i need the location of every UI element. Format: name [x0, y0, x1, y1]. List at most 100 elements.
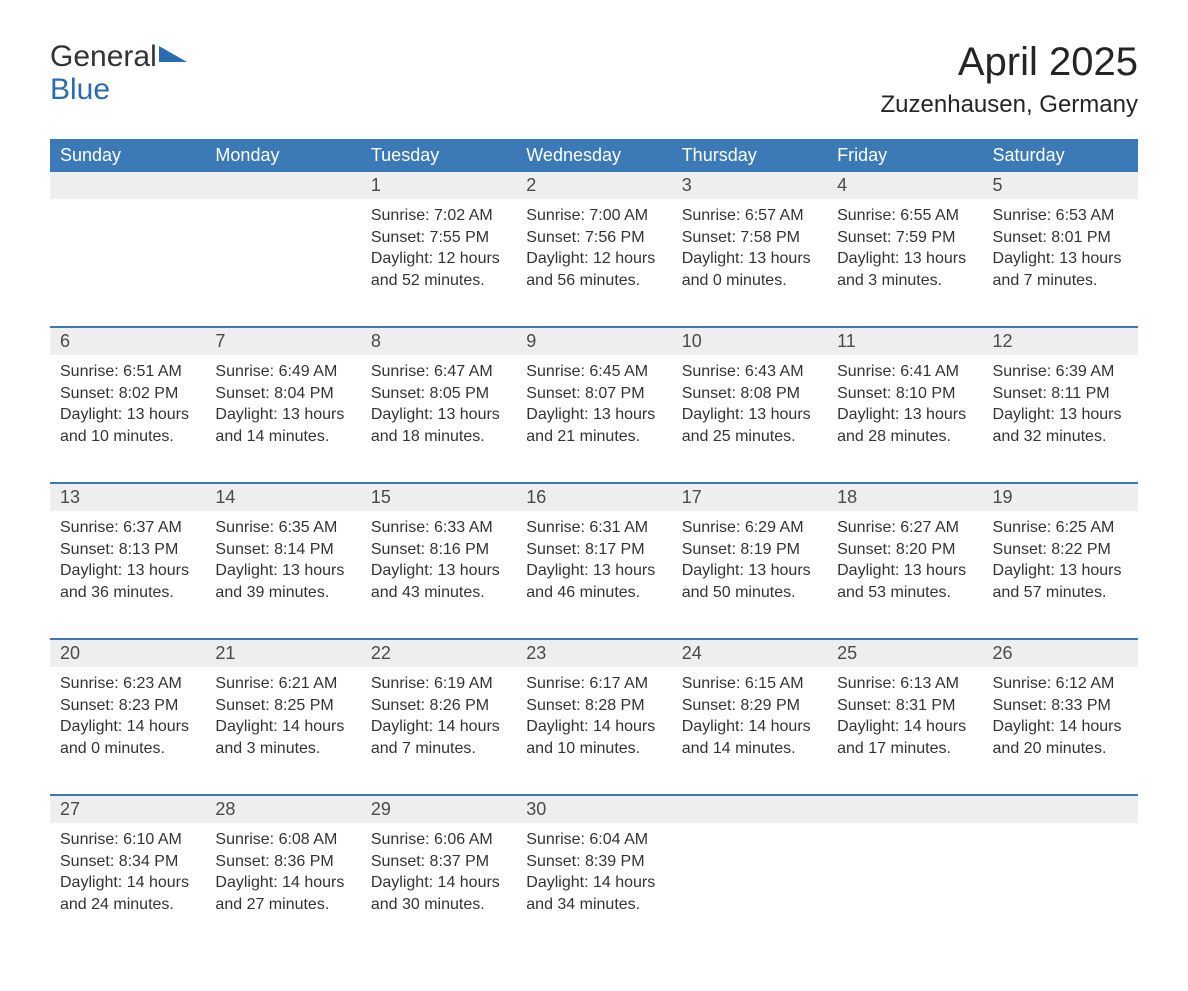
sunrise-line: Sunrise: 6:33 AM: [371, 517, 506, 539]
sunrise-line: Sunrise: 6:55 AM: [837, 205, 972, 227]
day-number-cell: 17: [672, 483, 827, 511]
daylight-line: Daylight: 13 hours and 10 minutes.: [60, 404, 195, 447]
day-body-cell: Sunrise: 6:49 AMSunset: 8:04 PMDaylight:…: [205, 355, 360, 483]
day-details: Sunrise: 7:02 AMSunset: 7:55 PMDaylight:…: [361, 199, 516, 305]
sunset-line: Sunset: 8:31 PM: [837, 695, 972, 717]
day-body-cell: Sunrise: 6:39 AMSunset: 8:11 PMDaylight:…: [983, 355, 1138, 483]
sunset-line: Sunset: 8:37 PM: [371, 851, 506, 873]
day-number-cell: 5: [983, 172, 1138, 199]
sunrise-line: Sunrise: 7:02 AM: [371, 205, 506, 227]
sunset-line: Sunset: 8:05 PM: [371, 383, 506, 405]
day-body-cell: Sunrise: 6:13 AMSunset: 8:31 PMDaylight:…: [827, 667, 982, 795]
day-number-cell: 22: [361, 639, 516, 667]
day-number-cell: 24: [672, 639, 827, 667]
day-body-cell: Sunrise: 6:25 AMSunset: 8:22 PMDaylight:…: [983, 511, 1138, 639]
day-body-cell: [827, 823, 982, 951]
day-details: Sunrise: 6:55 AMSunset: 7:59 PMDaylight:…: [827, 199, 982, 305]
day-details: Sunrise: 6:35 AMSunset: 8:14 PMDaylight:…: [205, 511, 360, 617]
day-number-cell: 27: [50, 795, 205, 823]
day-number-cell: 6: [50, 327, 205, 355]
sunrise-line: Sunrise: 6:13 AM: [837, 673, 972, 695]
sunset-line: Sunset: 7:59 PM: [837, 227, 972, 249]
sunset-line: Sunset: 7:56 PM: [526, 227, 661, 249]
day-details: Sunrise: 6:06 AMSunset: 8:37 PMDaylight:…: [361, 823, 516, 929]
sunset-line: Sunset: 8:04 PM: [215, 383, 350, 405]
daylight-line: Daylight: 13 hours and 57 minutes.: [993, 560, 1128, 603]
day-body-row: Sunrise: 7:02 AMSunset: 7:55 PMDaylight:…: [50, 199, 1138, 327]
sunset-line: Sunset: 8:08 PM: [682, 383, 817, 405]
sunrise-line: Sunrise: 6:35 AM: [215, 517, 350, 539]
sunset-line: Sunset: 8:02 PM: [60, 383, 195, 405]
day-details: Sunrise: 6:51 AMSunset: 8:02 PMDaylight:…: [50, 355, 205, 461]
sunset-line: Sunset: 8:34 PM: [60, 851, 195, 873]
day-details: Sunrise: 6:31 AMSunset: 8:17 PMDaylight:…: [516, 511, 671, 617]
day-details: Sunrise: 6:41 AMSunset: 8:10 PMDaylight:…: [827, 355, 982, 461]
day-details: Sunrise: 6:21 AMSunset: 8:25 PMDaylight:…: [205, 667, 360, 773]
sunrise-line: Sunrise: 6:47 AM: [371, 361, 506, 383]
month-title: April 2025: [881, 40, 1138, 85]
day-number-cell: [983, 795, 1138, 823]
sunrise-line: Sunrise: 6:12 AM: [993, 673, 1128, 695]
day-details: Sunrise: 6:39 AMSunset: 8:11 PMDaylight:…: [983, 355, 1138, 461]
day-number-cell: [827, 795, 982, 823]
sunset-line: Sunset: 8:16 PM: [371, 539, 506, 561]
day-number-row: 27282930: [50, 795, 1138, 823]
day-body-cell: Sunrise: 6:04 AMSunset: 8:39 PMDaylight:…: [516, 823, 671, 951]
day-number-row: 6789101112: [50, 327, 1138, 355]
day-number-row: 13141516171819: [50, 483, 1138, 511]
sunset-line: Sunset: 8:10 PM: [837, 383, 972, 405]
day-body-cell: Sunrise: 6:35 AMSunset: 8:14 PMDaylight:…: [205, 511, 360, 639]
day-header: Tuesday: [361, 139, 516, 172]
day-body-cell: Sunrise: 7:02 AMSunset: 7:55 PMDaylight:…: [361, 199, 516, 327]
day-details: Sunrise: 6:08 AMSunset: 8:36 PMDaylight:…: [205, 823, 360, 929]
day-details: Sunrise: 6:15 AMSunset: 8:29 PMDaylight:…: [672, 667, 827, 773]
logo: General Blue: [50, 40, 187, 106]
daylight-line: Daylight: 13 hours and 7 minutes.: [993, 248, 1128, 291]
daylight-line: Daylight: 12 hours and 56 minutes.: [526, 248, 661, 291]
sunrise-line: Sunrise: 6:27 AM: [837, 517, 972, 539]
daylight-line: Daylight: 13 hours and 50 minutes.: [682, 560, 817, 603]
day-body-cell: Sunrise: 6:06 AMSunset: 8:37 PMDaylight:…: [361, 823, 516, 951]
sunrise-line: Sunrise: 6:41 AM: [837, 361, 972, 383]
page-header: General Blue April 2025 Zuzenhausen, Ger…: [50, 40, 1138, 119]
day-number-cell: 4: [827, 172, 982, 199]
daylight-line: Daylight: 13 hours and 14 minutes.: [215, 404, 350, 447]
day-number-cell: 10: [672, 327, 827, 355]
sunset-line: Sunset: 8:11 PM: [993, 383, 1128, 405]
day-number-row: 12345: [50, 172, 1138, 199]
day-number-cell: 14: [205, 483, 360, 511]
day-body-row: Sunrise: 6:37 AMSunset: 8:13 PMDaylight:…: [50, 511, 1138, 639]
day-number-cell: [205, 172, 360, 199]
sunset-line: Sunset: 8:20 PM: [837, 539, 972, 561]
day-details: Sunrise: 6:19 AMSunset: 8:26 PMDaylight:…: [361, 667, 516, 773]
daylight-line: Daylight: 13 hours and 18 minutes.: [371, 404, 506, 447]
sunrise-line: Sunrise: 6:17 AM: [526, 673, 661, 695]
day-number-cell: 29: [361, 795, 516, 823]
sunset-line: Sunset: 8:01 PM: [993, 227, 1128, 249]
calendar-table: Sunday Monday Tuesday Wednesday Thursday…: [50, 139, 1138, 951]
day-body-cell: Sunrise: 6:29 AMSunset: 8:19 PMDaylight:…: [672, 511, 827, 639]
sunrise-line: Sunrise: 6:08 AM: [215, 829, 350, 851]
day-body-cell: Sunrise: 7:00 AMSunset: 7:56 PMDaylight:…: [516, 199, 671, 327]
day-body-cell: [983, 823, 1138, 951]
day-number-cell: [50, 172, 205, 199]
day-body-cell: Sunrise: 6:27 AMSunset: 8:20 PMDaylight:…: [827, 511, 982, 639]
logo-line1: General: [50, 40, 157, 73]
sunrise-line: Sunrise: 6:31 AM: [526, 517, 661, 539]
location: Zuzenhausen, Germany: [881, 91, 1138, 119]
day-details: Sunrise: 6:04 AMSunset: 8:39 PMDaylight:…: [516, 823, 671, 929]
sunset-line: Sunset: 8:17 PM: [526, 539, 661, 561]
sunrise-line: Sunrise: 6:23 AM: [60, 673, 195, 695]
day-number-cell: 1: [361, 172, 516, 199]
day-body-cell: Sunrise: 6:51 AMSunset: 8:02 PMDaylight:…: [50, 355, 205, 483]
day-header: Wednesday: [516, 139, 671, 172]
daylight-line: Daylight: 14 hours and 20 minutes.: [993, 716, 1128, 759]
day-body-cell: Sunrise: 6:10 AMSunset: 8:34 PMDaylight:…: [50, 823, 205, 951]
daylight-line: Daylight: 13 hours and 39 minutes.: [215, 560, 350, 603]
day-number-cell: 25: [827, 639, 982, 667]
day-header: Thursday: [672, 139, 827, 172]
day-body-cell: Sunrise: 6:57 AMSunset: 7:58 PMDaylight:…: [672, 199, 827, 327]
day-body-cell: Sunrise: 6:33 AMSunset: 8:16 PMDaylight:…: [361, 511, 516, 639]
day-details: Sunrise: 6:33 AMSunset: 8:16 PMDaylight:…: [361, 511, 516, 617]
day-details: Sunrise: 6:49 AMSunset: 8:04 PMDaylight:…: [205, 355, 360, 461]
